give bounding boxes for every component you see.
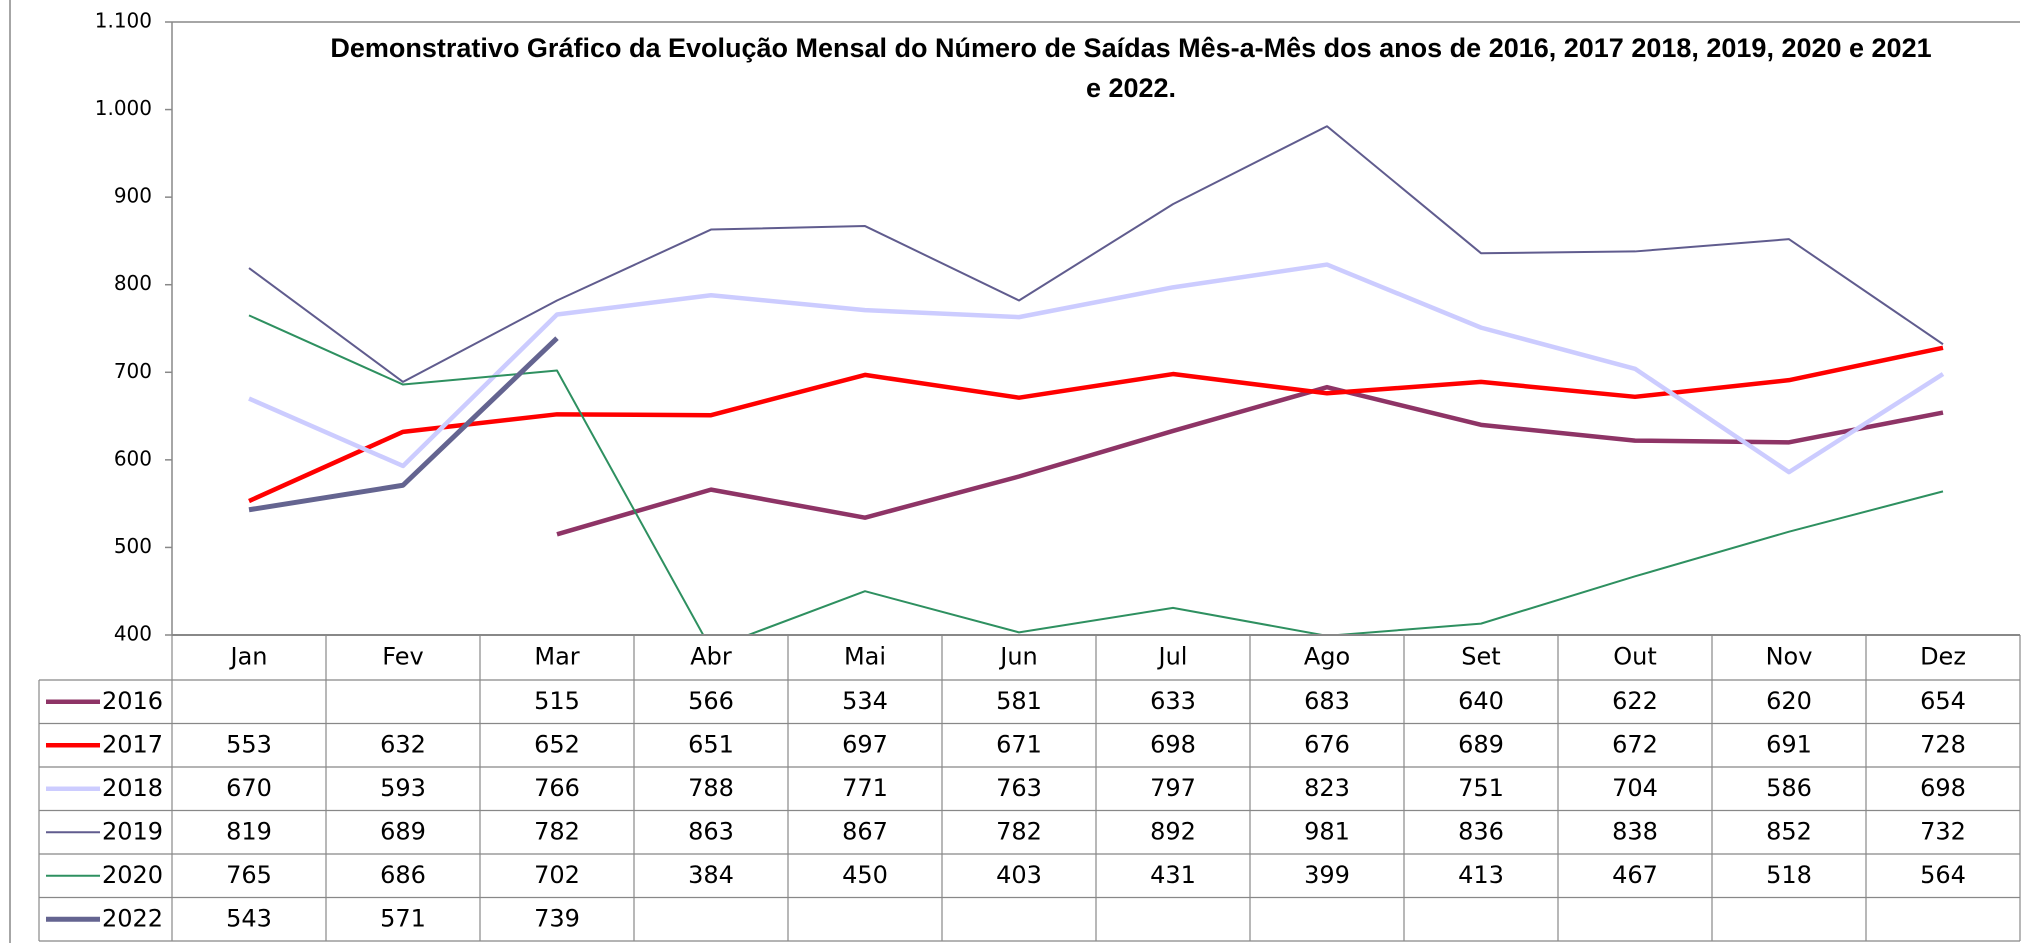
table-value: 863 bbox=[688, 817, 734, 845]
table-value: 763 bbox=[996, 774, 1042, 802]
x-tick-label: Jun bbox=[998, 643, 1038, 671]
table-value: 431 bbox=[1150, 861, 1196, 889]
table-value: 728 bbox=[1920, 730, 1966, 758]
table-value: 823 bbox=[1304, 774, 1350, 802]
table-value: 739 bbox=[534, 904, 580, 932]
plot-lines bbox=[248, 125, 1945, 635]
table-value: 981 bbox=[1304, 817, 1350, 845]
y-tick-label: 600 bbox=[114, 446, 152, 470]
table-value: 566 bbox=[688, 687, 734, 715]
x-tick-label: Dez bbox=[1920, 643, 1966, 671]
y-tick-label: 800 bbox=[114, 271, 152, 295]
x-tick-label: Abr bbox=[690, 643, 732, 671]
x-tick-label: Nov bbox=[1766, 643, 1813, 671]
table-value: 622 bbox=[1612, 687, 1658, 715]
chart-title: Demonstrativo Gráfico da Evolução Mensal… bbox=[330, 33, 1932, 103]
table-value: 702 bbox=[534, 861, 580, 889]
legend-label: 2016 bbox=[102, 687, 163, 715]
table-value: 672 bbox=[1612, 730, 1658, 758]
table-value: 399 bbox=[1304, 861, 1350, 889]
table-value: 838 bbox=[1612, 817, 1658, 845]
table-value: 620 bbox=[1766, 687, 1812, 715]
table-value: 413 bbox=[1458, 861, 1504, 889]
legend-label: 2019 bbox=[102, 817, 163, 845]
table-value: 836 bbox=[1458, 817, 1504, 845]
y-tick-label: 700 bbox=[114, 359, 152, 383]
x-tick-label: Ago bbox=[1304, 643, 1350, 671]
legend-label: 2020 bbox=[102, 861, 163, 889]
table-value: 852 bbox=[1766, 817, 1812, 845]
table-value: 782 bbox=[534, 817, 580, 845]
table-value: 698 bbox=[1150, 730, 1196, 758]
table-value: 892 bbox=[1150, 817, 1196, 845]
table-value: 633 bbox=[1150, 687, 1196, 715]
table-value: 689 bbox=[380, 817, 426, 845]
series-line bbox=[248, 336, 559, 513]
series-line bbox=[248, 262, 1945, 475]
series-line bbox=[556, 384, 1944, 537]
series-line bbox=[248, 125, 1944, 383]
x-tick-label: Mar bbox=[534, 643, 579, 671]
table-value: 686 bbox=[380, 861, 426, 889]
table-value: 676 bbox=[1304, 730, 1350, 758]
table-value: 586 bbox=[1766, 774, 1812, 802]
table-value: 640 bbox=[1458, 687, 1504, 715]
table-value: 518 bbox=[1766, 861, 1812, 889]
legend-label: 2018 bbox=[102, 774, 163, 802]
legend-label: 2017 bbox=[102, 730, 163, 758]
table-value: 797 bbox=[1150, 774, 1196, 802]
table-value: 765 bbox=[226, 861, 272, 889]
y-tick-label: 500 bbox=[114, 534, 152, 558]
x-tick-label: Fev bbox=[382, 643, 423, 671]
x-tick-label: Mai bbox=[844, 643, 886, 671]
x-tick-label: Set bbox=[1461, 643, 1500, 671]
series-line bbox=[248, 345, 1944, 504]
y-tick-label: 1.100 bbox=[95, 9, 152, 33]
table-value: 593 bbox=[380, 774, 426, 802]
x-tick-label: Jan bbox=[229, 643, 268, 671]
table-value: 564 bbox=[1920, 861, 1966, 889]
y-tick-label: 900 bbox=[114, 184, 152, 208]
table-value: 697 bbox=[842, 730, 888, 758]
table-value: 534 bbox=[842, 687, 888, 715]
table-value: 670 bbox=[226, 774, 272, 802]
table-value: 771 bbox=[842, 774, 888, 802]
table-value: 704 bbox=[1612, 774, 1658, 802]
table-value: 732 bbox=[1920, 817, 1966, 845]
x-tick-label: Out bbox=[1613, 643, 1657, 671]
table-value: 543 bbox=[226, 904, 272, 932]
legend-label: 2022 bbox=[102, 904, 163, 932]
table-value: 652 bbox=[534, 730, 580, 758]
x-tick-label: Jul bbox=[1157, 643, 1188, 671]
table-value: 788 bbox=[688, 774, 734, 802]
table-value: 819 bbox=[226, 817, 272, 845]
series-line bbox=[248, 314, 1944, 635]
table-value: 571 bbox=[380, 904, 426, 932]
table-value: 654 bbox=[1920, 687, 1966, 715]
table-value: 651 bbox=[688, 730, 734, 758]
table-value: 515 bbox=[534, 687, 580, 715]
table-value: 751 bbox=[1458, 774, 1504, 802]
table-value: 384 bbox=[688, 861, 734, 889]
table-value: 691 bbox=[1766, 730, 1812, 758]
table-value: 782 bbox=[996, 817, 1042, 845]
table-value: 581 bbox=[996, 687, 1042, 715]
table-value: 698 bbox=[1920, 774, 1966, 802]
table-value: 867 bbox=[842, 817, 888, 845]
y-tick-label: 1.000 bbox=[95, 96, 152, 120]
table-value: 689 bbox=[1458, 730, 1504, 758]
table-value: 632 bbox=[380, 730, 426, 758]
table-value: 683 bbox=[1304, 687, 1350, 715]
table-value: 450 bbox=[842, 861, 888, 889]
y-tick-label: 400 bbox=[114, 622, 152, 646]
table-value: 553 bbox=[226, 730, 272, 758]
table-value: 403 bbox=[996, 861, 1042, 889]
table-value: 766 bbox=[534, 774, 580, 802]
table-value: 467 bbox=[1612, 861, 1658, 889]
table-value: 671 bbox=[996, 730, 1042, 758]
